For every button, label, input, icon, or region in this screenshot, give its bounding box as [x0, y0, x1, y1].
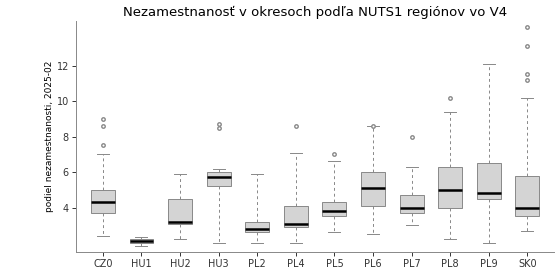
Y-axis label: podiel nezamestnanosti, 2025-02: podiel nezamestnanosti, 2025-02	[45, 61, 54, 212]
PathPatch shape	[400, 195, 423, 213]
PathPatch shape	[129, 239, 153, 243]
PathPatch shape	[284, 206, 308, 227]
PathPatch shape	[477, 163, 501, 199]
PathPatch shape	[438, 167, 462, 207]
PathPatch shape	[91, 190, 115, 213]
PathPatch shape	[515, 176, 539, 216]
Title: Nezamestnanosť v okresoch podľa NUTS1 regiónov vo V4: Nezamestnanosť v okresoch podľa NUTS1 re…	[123, 6, 507, 19]
PathPatch shape	[245, 222, 269, 232]
PathPatch shape	[361, 172, 385, 206]
PathPatch shape	[168, 199, 192, 223]
PathPatch shape	[207, 172, 231, 186]
PathPatch shape	[323, 202, 347, 216]
